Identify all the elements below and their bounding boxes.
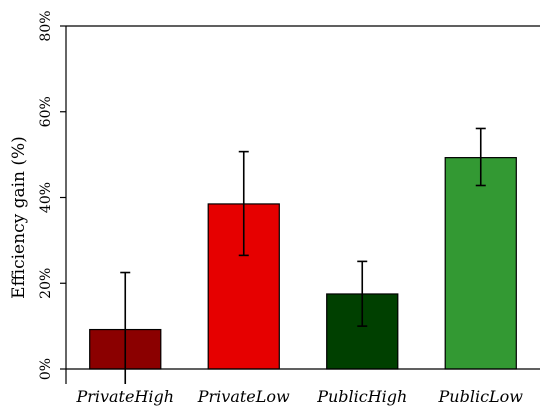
x-tick-label-privatehigh: PrivateHigh xyxy=(75,387,174,406)
y-tick-label: 20% xyxy=(38,268,54,299)
y-tick-label: 40% xyxy=(38,182,54,213)
bar-publiclow xyxy=(444,157,517,370)
y-axis-ticks: 0% 20% 40% 60% 80% xyxy=(38,10,66,380)
error-bar-publichigh xyxy=(357,260,368,327)
error-bar-privatelow xyxy=(238,150,249,257)
x-tick-label-publiclow: PublicLow xyxy=(438,387,524,406)
error-bar-privatehigh xyxy=(120,271,131,385)
y-tick-label: 80% xyxy=(38,10,54,41)
y-axis-title: Efficiency gain (%) xyxy=(9,136,29,299)
x-axis-labels: PrivateHigh PrivateLow PublicHigh PublicLow xyxy=(75,387,523,406)
error-bar-publiclow xyxy=(475,127,486,187)
plot-area xyxy=(66,25,540,385)
x-tick-label-publichigh: PublicHigh xyxy=(316,387,407,406)
y-tick-label: 0% xyxy=(38,358,54,380)
x-tick-label-privatelow: PrivateLow xyxy=(197,387,290,406)
y-tick-label: 60% xyxy=(38,96,54,127)
